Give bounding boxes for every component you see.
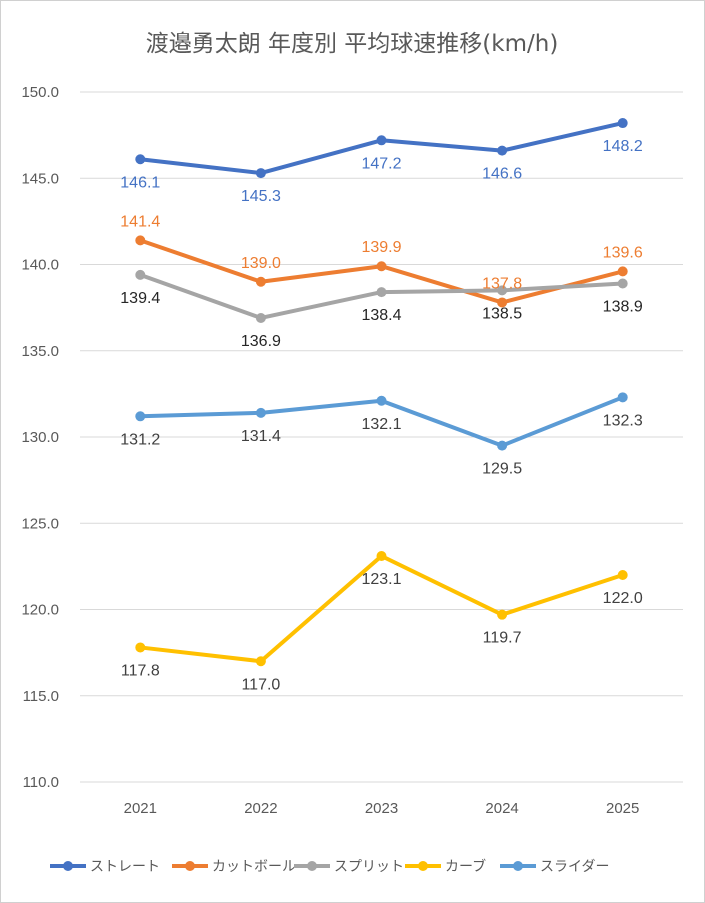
series-2 [135,235,628,308]
data-label: 139.9 [361,239,401,256]
y-tick-label: 140.0 [21,257,59,274]
data-label: 138.5 [482,305,522,322]
data-point [376,287,387,298]
data-point [617,570,628,580]
data-labels: 146.1 145.3 147.2 146.6 148.2 141.4 139.0 139.9… [120,138,643,693]
x-tick-label: 2023 [365,800,398,817]
y-tick-label: 110.0 [23,774,59,791]
series-5 [135,392,628,451]
x-tick-label: 2025 [606,800,639,817]
data-label: 146.1 [120,174,160,191]
data-label: 119.7 [483,630,522,647]
data-point [376,261,387,272]
y-tick-label: 115.0 [23,688,59,705]
data-point [255,276,266,287]
data-label: 145.3 [241,188,281,205]
data-label: 141.4 [120,213,160,230]
data-label: 139.6 [603,244,643,261]
data-point [135,411,146,422]
data-label: 146.6 [482,166,522,183]
data-label: 137.8 [482,275,522,292]
x-tick-label: 2022 [244,800,277,817]
data-label: 132.1 [361,416,401,433]
data-point [617,278,628,289]
y-tick-label: 125.0 [21,515,59,532]
data-label: 147.2 [361,155,401,172]
data-point [135,154,146,165]
data-label: 148.2 [603,138,643,155]
legend-label: スライダー [540,859,609,875]
data-point [617,392,628,403]
legend-item: カーブ [405,858,486,875]
legend-marker [63,861,73,871]
data-point [376,135,387,146]
data-point [617,266,628,277]
data-point [617,118,628,129]
data-point [376,551,387,562]
gridlines [80,91,683,783]
data-label: 139.4 [120,290,160,307]
y-tick-label: 150.0 [21,84,59,101]
data-point [497,297,508,308]
data-label: 123.1 [361,571,401,588]
legend-marker [418,861,428,871]
data-label: 131.4 [241,428,281,445]
data-label: 117.0 [241,676,280,693]
data-label: 131.2 [120,431,160,448]
legend-marker [185,861,195,871]
legend-item: ストレート [50,859,160,875]
data-label: 139.0 [241,255,281,272]
data-point [497,145,508,156]
data-label: 122.0 [603,590,643,607]
data-label: 136.9 [241,333,281,350]
y-tick-label: 145.0 [21,170,59,187]
data-point [497,440,508,451]
legend-label: ストレート [90,859,160,875]
data-label: 138.9 [603,298,643,315]
legend-item: カットボール [172,859,296,875]
legend-label: カットボール [212,859,296,875]
chart-title: 渡邉勇太朗 年度別 平均球速推移(km/h) [146,31,559,57]
data-point [135,235,146,246]
x-tick-label: 2024 [485,800,518,817]
data-label: 117.8 [121,662,160,679]
data-point [255,407,266,418]
data-point [135,642,146,653]
data-point [255,312,266,323]
x-axis-tick-labels: 2021 2022 2023 2024 2025 [124,800,640,817]
legend: ストレート カットボール スプリット カーブ スライダー [50,858,609,875]
data-label: 138.4 [361,307,401,324]
data-point [497,285,508,296]
data-label: 129.5 [482,461,522,478]
y-axis-tick-labels: 150.0 145.0 140.0 135.0 130.0 125.0 120.0 115.0… [21,84,59,791]
legend-marker [513,861,523,871]
data-point [135,269,146,280]
data-label: 132.3 [603,412,643,429]
x-tick-label: 2021 [124,800,157,817]
data-point [497,609,508,620]
data-point [376,395,387,406]
data-point [255,656,266,667]
legend-label: スプリット [334,859,404,875]
series-1 [135,118,628,179]
legend-marker [307,861,317,871]
series-3 [135,269,628,323]
legend-item: スプリット [294,859,404,875]
series-lines [135,118,628,667]
legend-item: スライダー [500,859,609,875]
data-point [255,168,266,179]
series-4 [135,551,628,667]
legend-label: カーブ [445,858,486,875]
y-tick-label: 135.0 [21,343,59,360]
y-tick-label: 120.0 [21,602,59,619]
y-tick-label: 130.0 [21,429,59,446]
